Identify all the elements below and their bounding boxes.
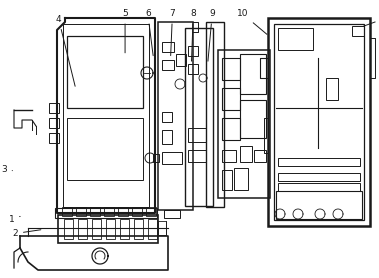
Bar — [222, 170, 232, 190]
Bar — [278, 28, 313, 50]
Text: 10: 10 — [237, 9, 267, 34]
Bar — [185, 28, 213, 206]
Text: 2: 2 — [13, 229, 41, 238]
Bar — [222, 118, 240, 140]
Bar — [222, 88, 240, 110]
Bar — [188, 150, 206, 162]
Bar — [158, 22, 193, 210]
Bar — [78, 219, 87, 239]
Text: 6: 6 — [145, 9, 153, 56]
Bar — [58, 215, 158, 243]
Bar — [158, 221, 166, 235]
Bar — [162, 112, 172, 122]
Bar — [49, 103, 59, 113]
Bar — [90, 207, 100, 216]
Bar — [120, 219, 129, 239]
Bar — [92, 219, 101, 239]
Text: 3: 3 — [1, 165, 13, 174]
Bar — [134, 219, 143, 239]
Bar — [222, 150, 236, 162]
Bar — [240, 146, 252, 162]
Bar — [162, 152, 182, 164]
Bar — [162, 130, 172, 144]
Bar — [153, 154, 159, 162]
Bar — [276, 191, 362, 219]
Bar — [240, 100, 266, 138]
Bar — [222, 58, 240, 80]
Bar — [274, 24, 364, 220]
Bar — [62, 207, 72, 216]
Bar — [104, 207, 114, 216]
Bar — [106, 219, 115, 239]
Bar — [278, 173, 360, 181]
Bar — [162, 60, 174, 70]
Bar — [164, 210, 180, 218]
Text: 4: 4 — [56, 15, 75, 86]
Bar — [278, 183, 360, 191]
Text: 8: 8 — [190, 9, 196, 61]
Text: 9: 9 — [208, 9, 215, 61]
Bar — [67, 118, 143, 180]
Bar — [278, 158, 360, 166]
Bar — [206, 22, 224, 207]
Bar — [162, 42, 174, 52]
Bar — [268, 18, 370, 226]
Bar — [240, 54, 266, 94]
Bar — [326, 78, 338, 100]
Bar — [118, 207, 128, 216]
Bar — [188, 64, 198, 74]
Bar — [49, 133, 59, 143]
Bar — [49, 118, 59, 128]
Bar — [188, 128, 206, 142]
Bar — [188, 46, 198, 56]
Bar — [176, 54, 186, 66]
Bar — [148, 219, 157, 239]
Text: 1: 1 — [8, 215, 20, 224]
Bar — [64, 219, 73, 239]
Bar — [234, 168, 248, 190]
Bar — [146, 207, 156, 216]
Text: 7: 7 — [169, 9, 175, 56]
Bar — [63, 24, 149, 207]
Bar — [352, 26, 364, 36]
Bar — [67, 36, 143, 108]
Bar — [218, 50, 270, 198]
Bar — [76, 207, 86, 216]
Text: 5: 5 — [122, 9, 128, 53]
Bar — [132, 207, 142, 216]
Bar — [55, 208, 157, 218]
Bar — [254, 150, 266, 162]
